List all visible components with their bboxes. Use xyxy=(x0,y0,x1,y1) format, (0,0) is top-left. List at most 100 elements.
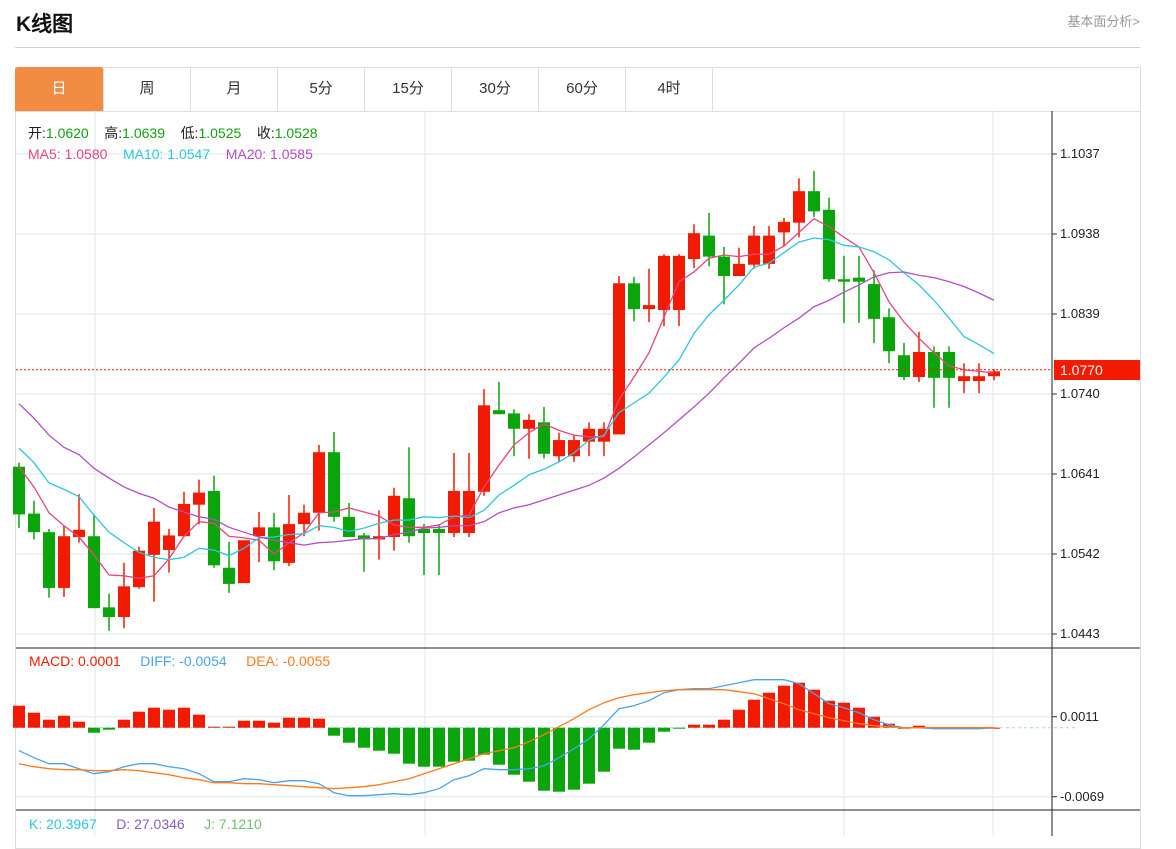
diff-value: DIFF: -0.0054 xyxy=(140,653,227,669)
macd-bar xyxy=(358,727,370,748)
macd-bar xyxy=(403,727,415,764)
tab-60min[interactable]: 60分 xyxy=(539,67,626,111)
ma10-value: MA10: 1.0547 xyxy=(122,146,211,162)
candle-up xyxy=(253,527,265,537)
tab-month[interactable]: 月 xyxy=(191,67,278,111)
macd-bar xyxy=(763,692,775,728)
tab-day[interactable]: 日 xyxy=(15,67,104,111)
macd-bar xyxy=(793,682,805,728)
tab-5min[interactable]: 5分 xyxy=(278,67,365,111)
candle-up xyxy=(613,283,625,435)
candle-down xyxy=(493,410,505,415)
macd-bar xyxy=(658,727,670,732)
macd-bar xyxy=(778,685,790,728)
fundamental-analysis-link[interactable]: 基本面分析> xyxy=(1067,14,1140,29)
candle-down xyxy=(823,209,835,280)
macd-bar xyxy=(253,720,265,728)
macd-bar xyxy=(148,707,160,728)
candle-down xyxy=(223,567,235,584)
candle-down xyxy=(853,277,865,282)
candle-up xyxy=(523,419,535,429)
price-tick: 1.0740 xyxy=(1060,386,1100,401)
tab-15min[interactable]: 15分 xyxy=(365,67,452,111)
macd-bar xyxy=(448,727,460,762)
ma5-value: MA5: 1.0580 xyxy=(28,146,108,162)
macd-bar xyxy=(748,699,760,728)
candle-up xyxy=(373,536,385,540)
candle-up xyxy=(568,440,580,457)
dea-line xyxy=(18,689,994,790)
candle-up xyxy=(913,351,925,378)
open-label: 开: xyxy=(28,125,46,141)
ma-legend: MA5: 1.0580 MA10: 1.0547 MA20: 1.0585 xyxy=(28,146,313,162)
candle-down xyxy=(88,536,100,609)
macd-bar xyxy=(373,727,385,751)
candle-up xyxy=(448,490,460,533)
candle-up xyxy=(178,503,190,537)
candle-up xyxy=(478,405,490,492)
ma5-line xyxy=(18,217,995,579)
period-tabs: 日 周 月 5分 15分 30分 60分 4时 xyxy=(15,67,1140,112)
dea-value: DEA: -0.0055 xyxy=(246,653,331,669)
candle-down xyxy=(358,535,370,540)
candle-down xyxy=(628,283,640,310)
price-tick: 1.0938 xyxy=(1060,226,1100,241)
macd-bar xyxy=(238,720,250,728)
macd-tick: -0.0069 xyxy=(1060,789,1105,804)
macd-bar xyxy=(493,727,505,765)
macd-bar xyxy=(73,721,85,728)
candle-up xyxy=(733,263,745,277)
candle-up xyxy=(988,371,1000,377)
candle-up xyxy=(73,529,85,538)
macd-bar xyxy=(553,727,565,792)
candle-down xyxy=(538,422,550,454)
macd-bar xyxy=(823,700,835,728)
macd-bar xyxy=(688,724,700,728)
open-value: 1.0620 xyxy=(45,125,89,141)
macd-bar xyxy=(508,727,520,775)
macd-bar xyxy=(613,727,625,749)
candle-up xyxy=(388,495,400,538)
macd-bar xyxy=(463,727,475,761)
macd-bar xyxy=(673,727,685,729)
low-label: 低: xyxy=(180,125,199,141)
candle-down xyxy=(208,490,220,566)
macd-bar xyxy=(433,727,445,767)
candle-down xyxy=(808,191,820,212)
macd-bar xyxy=(43,719,55,728)
tab-4hour[interactable]: 4时 xyxy=(626,67,713,111)
macd-bar xyxy=(223,726,235,728)
ma20-line xyxy=(18,271,995,546)
close-value: 1.0528 xyxy=(274,125,318,141)
candle-down xyxy=(433,528,445,533)
candle-up xyxy=(748,235,760,265)
macd-bar xyxy=(328,727,340,736)
candle-down xyxy=(328,452,340,517)
candle-up xyxy=(973,376,985,382)
tab-week[interactable]: 周 xyxy=(104,67,191,111)
high-value: 1.0639 xyxy=(122,125,165,141)
candle-down xyxy=(43,532,55,588)
macd-bar xyxy=(388,727,400,754)
candle-down xyxy=(703,235,715,257)
candle-up xyxy=(313,452,325,513)
macd-bar xyxy=(628,727,640,750)
candle-up xyxy=(148,521,160,555)
macd-bar xyxy=(133,711,145,728)
macd-bar xyxy=(478,727,490,755)
macd-bar xyxy=(883,723,895,728)
candle-up xyxy=(118,586,130,618)
macd-bar xyxy=(598,727,610,772)
candle-down xyxy=(268,527,280,562)
candle-up xyxy=(133,550,145,588)
macd-value: MACD: 0.0001 xyxy=(29,653,121,669)
price-tick: 1.1037 xyxy=(1060,146,1100,161)
tab-30min[interactable]: 30分 xyxy=(452,67,539,111)
candle-up xyxy=(688,233,700,260)
candle-up xyxy=(643,305,655,310)
macd-bar xyxy=(703,724,715,728)
macd-bar xyxy=(718,719,730,728)
candle-down xyxy=(13,466,25,515)
candle-down xyxy=(343,516,355,538)
